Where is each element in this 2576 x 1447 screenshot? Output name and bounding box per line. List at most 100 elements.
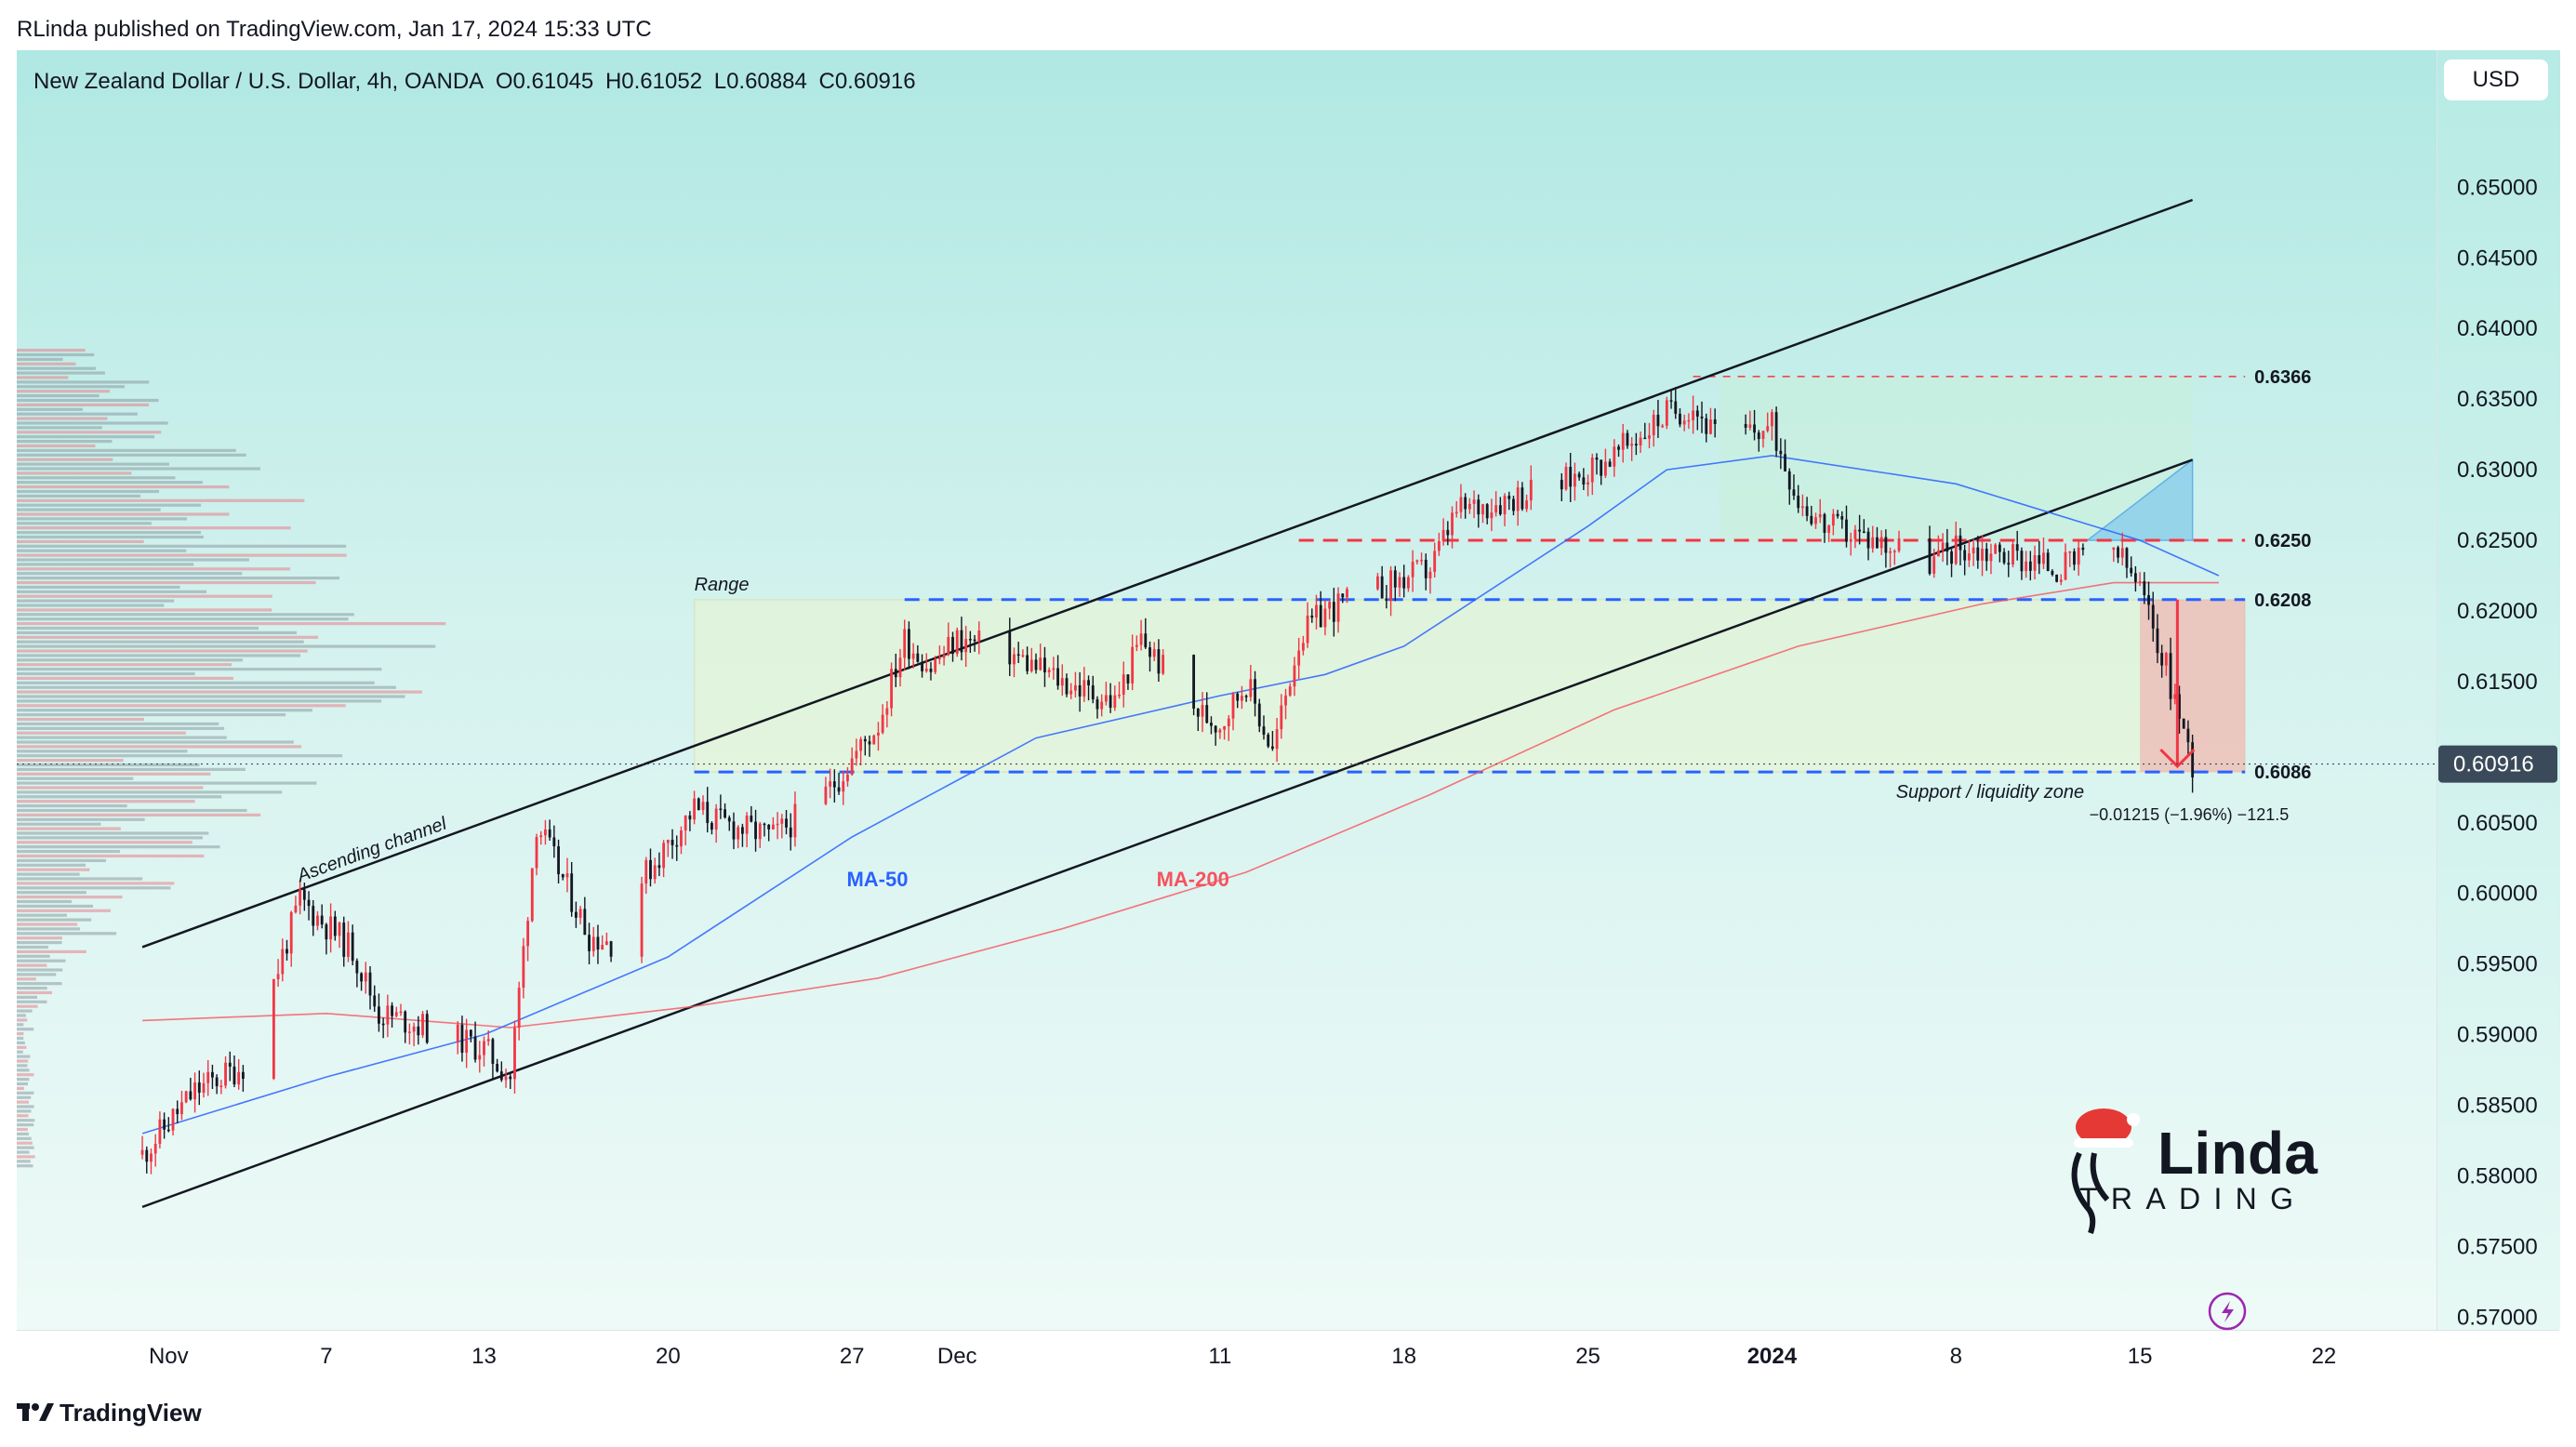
volume-profile-bar <box>17 954 50 958</box>
candle-body <box>360 973 363 982</box>
volume-profile-bar <box>17 671 195 676</box>
volume-profile-bar <box>17 1028 34 1031</box>
legend-low: L0.60884 <box>713 69 807 94</box>
candle-body <box>1849 538 1852 542</box>
volume-profile-bar <box>17 858 107 862</box>
candle-body <box>478 1055 482 1060</box>
candle-body <box>724 809 726 818</box>
candle-body <box>596 936 600 950</box>
volume-profile-bar <box>17 412 138 416</box>
candle-body <box>1976 547 1980 561</box>
candle-body <box>1595 458 1599 460</box>
chart-area[interactable] <box>17 50 2437 1330</box>
candle-body <box>347 932 350 957</box>
volume-profile-bar <box>17 896 123 899</box>
candle-body <box>299 889 302 906</box>
volume-profile-bar <box>17 882 175 885</box>
volume-profile-bar <box>17 431 162 434</box>
candle-body <box>1332 602 1335 622</box>
candle-body <box>465 1029 469 1054</box>
volume-profile-bar <box>17 909 111 912</box>
volume-profile-bar <box>17 362 76 365</box>
candle-body <box>2164 653 2168 666</box>
volume-profile-bar <box>17 1018 28 1022</box>
candle-body <box>924 669 928 671</box>
volume-profile-bar <box>17 1069 30 1072</box>
volume-profile-bar <box>17 1064 28 1068</box>
candle-body <box>1800 506 1804 509</box>
candle-body <box>754 821 757 840</box>
volume-profile-bar <box>17 923 78 926</box>
candle-body <box>412 1026 416 1032</box>
footer-brand[interactable]: TradingView <box>17 1399 202 1429</box>
volume-profile-bar <box>17 1055 31 1058</box>
price-tick-label: 0.64000 <box>2457 316 2538 341</box>
support-label: Support / liquidity zone <box>1896 782 2084 803</box>
candle-body <box>342 923 346 957</box>
candle-body <box>1284 695 1287 706</box>
level-label: 0.6208 <box>2254 591 2311 611</box>
candle-body <box>1052 668 1056 670</box>
candle-body <box>1818 513 1822 518</box>
candle-body <box>2077 547 2080 565</box>
time-tick-label: 11 <box>1208 1344 1231 1369</box>
volume-profile-bar <box>17 453 246 457</box>
candle-body <box>1709 419 1712 434</box>
candle-body <box>1109 695 1112 708</box>
candle-body <box>1985 549 1988 562</box>
volume-profile-bar <box>17 726 225 730</box>
candle-body <box>285 949 288 954</box>
time-axis[interactable] <box>17 1330 2559 1381</box>
volume-profile-bar <box>17 1073 34 1077</box>
candle-body <box>649 859 652 880</box>
volume-profile-bar <box>17 918 92 922</box>
candle-body <box>171 1108 175 1131</box>
logo-text-top: Linda <box>2158 1120 2317 1187</box>
candle-body <box>609 941 613 957</box>
candle-body <box>885 708 889 715</box>
volume-profile-bar <box>17 868 90 871</box>
candle-body <box>1569 466 1573 487</box>
candle-body <box>302 889 306 900</box>
volume-profile-bar <box>17 731 186 735</box>
price-tick-label: 0.60500 <box>2457 811 2538 836</box>
candle-body <box>2068 551 2072 553</box>
candle-body <box>1858 529 1862 532</box>
volume-profile-bar <box>17 836 203 840</box>
candle-body <box>421 1014 424 1036</box>
candle-body <box>960 630 963 653</box>
candle-body <box>863 738 867 742</box>
volume-profile-bar <box>17 932 117 936</box>
candle-body <box>1797 495 1800 509</box>
candle-body <box>1630 444 1634 446</box>
candle-body <box>1315 604 1318 618</box>
volume-profile-bar <box>17 366 96 370</box>
price-axis[interactable] <box>2437 50 2560 1330</box>
logo-hat-brim <box>2074 1138 2133 1148</box>
measure-label: −0.01215 (−1.96%) −121.5 <box>2090 805 2290 824</box>
candle-body <box>1700 416 1704 418</box>
candle-body <box>1288 686 1292 696</box>
candle-body <box>1600 459 1603 476</box>
candle-body <box>355 961 359 974</box>
time-tick-label: 22 <box>2312 1344 2337 1369</box>
currency-button[interactable]: USD <box>2444 60 2548 100</box>
level-label: 0.6366 <box>2254 367 2311 388</box>
volume-profile-bar <box>17 403 150 406</box>
volume-profile-bar <box>17 1059 29 1063</box>
volume-profile-bar <box>17 526 291 530</box>
volume-profile-bar <box>17 608 272 612</box>
candle-body <box>1587 482 1589 485</box>
candle-body <box>1950 551 1953 564</box>
candle-body <box>1415 560 1419 563</box>
candle-body <box>1249 679 1253 697</box>
volume-profile-bar <box>17 1100 30 1104</box>
candle-body <box>1516 487 1520 511</box>
candle-body <box>486 1039 490 1042</box>
volume-profile-bar <box>17 577 339 580</box>
candle-body <box>228 1062 232 1067</box>
candle-body <box>1433 551 1437 572</box>
candle-body <box>1380 576 1384 599</box>
candle-body <box>1016 654 1020 657</box>
candle-body <box>1118 695 1121 697</box>
